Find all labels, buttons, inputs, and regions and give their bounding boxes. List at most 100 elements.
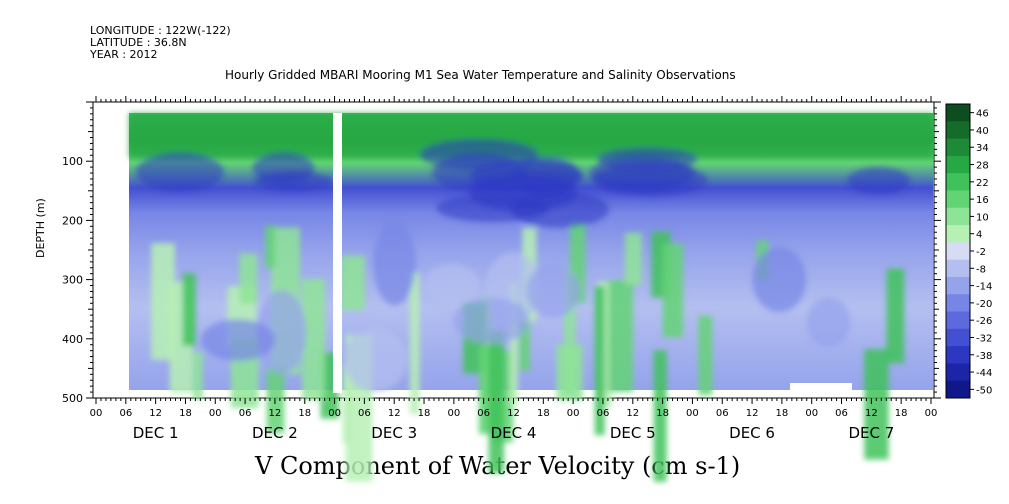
negative-core: [847, 166, 910, 195]
x-tick-label: 00: [90, 408, 103, 419]
negative-patch: [373, 220, 416, 306]
colorbar-swatch: [946, 225, 970, 243]
positive-streak: [594, 286, 605, 436]
day-label: DEC 7: [848, 424, 894, 442]
positive-streak: [886, 268, 905, 364]
colorbar-swatch: [946, 346, 970, 364]
colorbar-label: -32: [976, 333, 992, 344]
x-tick-label: 00: [447, 408, 460, 419]
x-tick-label: 18: [298, 408, 311, 419]
x-tick-label: 12: [507, 408, 520, 419]
colorbar-swatch: [946, 259, 970, 278]
day-label: DEC 3: [371, 424, 417, 442]
negative-patch: [423, 263, 480, 306]
x-tick-label: 18: [656, 408, 669, 419]
negative-core: [470, 159, 584, 194]
colorbar-swatch: [946, 121, 970, 140]
negative-core: [597, 147, 698, 171]
colorbar-swatch: [946, 190, 970, 209]
negative-core: [510, 191, 609, 228]
x-tick-label: 06: [358, 408, 371, 419]
x-tick-label: 00: [686, 408, 699, 419]
colorbar-swatch: [946, 104, 970, 122]
negative-core: [135, 152, 224, 193]
colorbar-label: -50: [976, 385, 992, 396]
x-tick-label: 06: [477, 408, 490, 419]
colorbar-label: -8: [976, 264, 986, 275]
positive-streak: [301, 279, 326, 401]
positive-streak: [151, 243, 175, 360]
positive-streak: [340, 255, 365, 311]
colorbar-swatch: [946, 328, 970, 347]
plot-area: [92, 101, 935, 482]
x-tick-label: 18: [895, 408, 908, 419]
x-tick-label: 06: [119, 408, 132, 419]
negative-patch: [453, 297, 530, 345]
x-tick-label: 00: [805, 408, 818, 419]
positive-streak: [239, 253, 258, 304]
positive-streak: [556, 344, 583, 401]
colorbar-label: 28: [976, 161, 989, 172]
y-tick-label: 100: [62, 155, 83, 168]
positive-streak: [864, 349, 889, 460]
day-label: DEC 5: [610, 424, 656, 442]
y-tick-label: 400: [62, 333, 83, 346]
x-tick-label: 18: [537, 408, 550, 419]
x-tick-label: 00: [328, 408, 341, 419]
colorbar-swatch: [946, 138, 970, 157]
colorbar-label: -14: [976, 282, 992, 293]
colorbar-swatch: [946, 311, 970, 330]
y-tick-label: 500: [62, 392, 83, 405]
colorbar-label: -20: [976, 299, 992, 310]
day-label: DEC 2: [252, 424, 298, 442]
colorbar-label: -2: [976, 247, 986, 258]
x-tick-label: 18: [418, 408, 431, 419]
colorbar-label: 40: [976, 126, 989, 137]
positive-streak: [519, 304, 530, 371]
colorbar-swatch: [946, 294, 970, 313]
positive-streak: [653, 350, 667, 482]
colorbar-swatch: [946, 155, 970, 174]
positive-streak: [266, 367, 285, 434]
day-label: DEC 1: [133, 424, 179, 442]
positive-streak: [488, 330, 505, 474]
year-label: YEAR : 2012: [90, 48, 158, 61]
data-gap-bottom: [790, 383, 852, 393]
colorbar-swatch: [946, 207, 970, 226]
x-tick-label: 12: [149, 408, 162, 419]
x-tick-label: 00: [567, 408, 580, 419]
colorbar-label: -38: [976, 351, 992, 362]
x-tick-label: 00: [209, 408, 222, 419]
positive-streak: [409, 272, 420, 415]
x-tick-label: 12: [746, 408, 759, 419]
positive-streak: [698, 315, 713, 396]
x-tick-label: 18: [776, 408, 789, 419]
x-tick-label: 06: [239, 408, 252, 419]
positive-streak: [342, 363, 351, 444]
day-label: DEC 6: [729, 424, 775, 442]
colorbar-label: 22: [976, 178, 989, 189]
negative-patch: [200, 319, 276, 362]
x-tick-label: 12: [626, 408, 639, 419]
day-label: DEC 4: [491, 424, 537, 442]
x-tick-label: 06: [835, 408, 848, 419]
colorbar-swatch: [946, 242, 970, 261]
positive-streak: [608, 280, 634, 393]
negative-core: [254, 171, 334, 192]
positive-streak: [182, 273, 196, 346]
x-tick-label: 06: [597, 408, 610, 419]
positive-streak: [624, 232, 642, 285]
x-tick-label: 12: [388, 408, 401, 419]
colorbar: 46 40 34 28 22 16 10 4 -2 -8 -14 -20 -26 -32 -38 -44 -50: [945, 103, 992, 399]
y-tick-label: 200: [62, 214, 83, 227]
negative-patch: [806, 297, 851, 348]
colorbar-label: 10: [976, 212, 989, 223]
x-tick-label: 12: [269, 408, 282, 419]
latitude-label: LATITUDE : 36.8N: [90, 36, 187, 49]
negative-patch: [343, 327, 408, 392]
negative-patch: [526, 263, 581, 318]
x-tick-label: 06: [716, 408, 729, 419]
negative-patch: [256, 290, 307, 375]
colorbar-label: 34: [976, 143, 989, 154]
